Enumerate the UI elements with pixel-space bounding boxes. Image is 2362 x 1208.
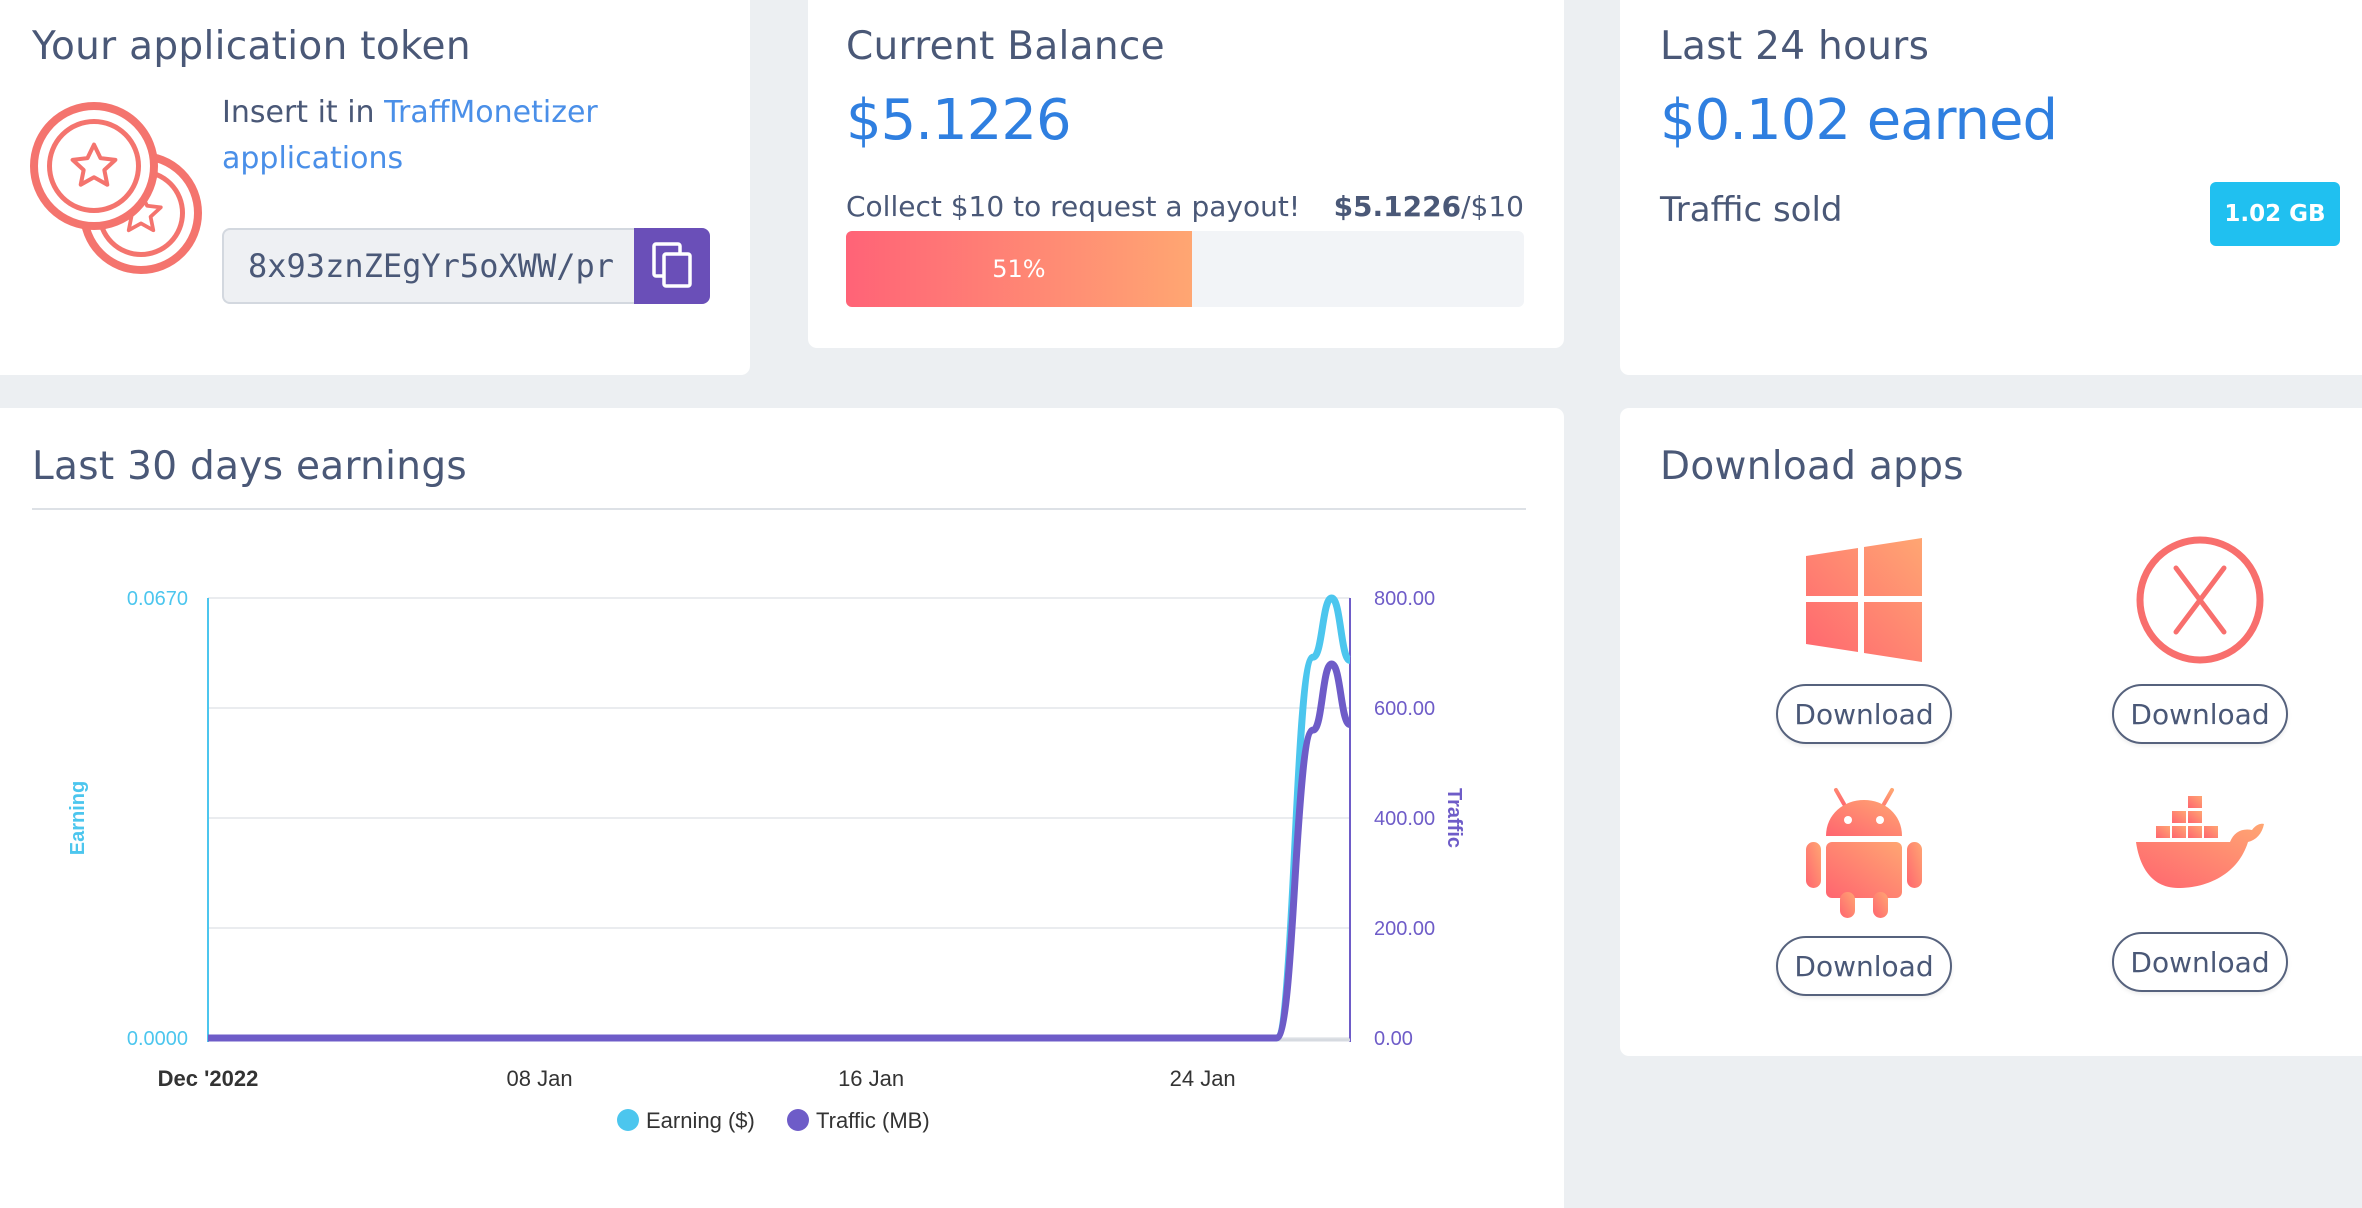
android-icon: [1806, 788, 1922, 918]
earnings-card-title: Last 30 days earnings: [32, 444, 467, 489]
payout-progress-bar: 51%: [846, 231, 1524, 307]
legend-label-earning: Earning ($): [646, 1108, 755, 1133]
current-balance-value: $5.1226: [846, 88, 1072, 153]
right-axis-title: Traffic: [1443, 788, 1465, 848]
right-axis-tick: 600.00: [1374, 698, 1435, 720]
token-input[interactable]: 8x93znZEgYr5oXWW/pr: [222, 228, 634, 304]
download-docker-button[interactable]: Download: [2112, 932, 2288, 992]
token-card-title: Your application token: [32, 24, 471, 69]
payout-progress-fill: 51%: [846, 231, 1192, 307]
download-item-windows: Download: [1744, 534, 1984, 744]
collect-current: $5.1226: [1333, 190, 1462, 223]
token-card: Your application token Insert it in Traf…: [0, 0, 750, 375]
right-axis-tick: 800.00: [1374, 588, 1435, 610]
last-24-hours-card: Last 24 hours $0.102 earned Traffic sold…: [1620, 0, 2362, 375]
x-axis-tick: 16 Jan: [838, 1066, 904, 1091]
copy-token-button[interactable]: [634, 228, 710, 304]
download-apps-card: Download apps Download Download: [1620, 408, 2362, 1056]
right-axis-tick: 0.00: [1374, 1028, 1413, 1050]
download-item-macos: Download: [2080, 534, 2320, 744]
traffmonetizer-apps-link[interactable]: TraffMonetizer applications: [222, 95, 598, 176]
balance-card: Current Balance $5.1226 Collect $10 to r…: [808, 0, 1564, 348]
left-axis-tick: 0.0670: [127, 588, 188, 610]
download-macos-button[interactable]: Download: [2112, 684, 2288, 744]
right-axis-tick: 400.00: [1374, 808, 1435, 830]
download-android-button[interactable]: Download: [1776, 936, 1952, 996]
title-divider: [32, 508, 1526, 510]
collect-target: /$10: [1461, 190, 1524, 223]
left-axis-tick: 0.0000: [127, 1028, 188, 1050]
right-axis-tick: 200.00: [1374, 918, 1435, 940]
download-item-android: Download: [1744, 784, 1984, 996]
payout-instruction: Collect $10 to request a payout!: [846, 190, 1301, 223]
windows-icon: [1806, 538, 1922, 662]
traffic-sold-badge: 1.02 GB: [2210, 182, 2340, 246]
download-apps-title: Download apps: [1660, 444, 1964, 489]
x-axis-tick: Dec '2022: [158, 1066, 259, 1091]
download-windows-button[interactable]: Download: [1776, 684, 1952, 744]
legend-marker-traffic: [787, 1109, 809, 1131]
copy-icon: [652, 242, 692, 288]
balance-card-title: Current Balance: [846, 24, 1165, 69]
traffic-sold-label: Traffic sold: [1660, 190, 1843, 230]
x-axis-tick: 24 Jan: [1170, 1066, 1236, 1091]
earned-24h-value: $0.102 earned: [1660, 88, 2058, 153]
insert-prefix: Insert it in: [222, 95, 385, 130]
legend-marker-earning: [617, 1109, 639, 1131]
earnings-chart-card: Last 30 days earnings 800.00 600.00 400.00…: [0, 408, 1564, 1208]
legend-label-traffic: Traffic (MB): [816, 1108, 930, 1133]
traffic-series-line: [208, 660, 1354, 1042]
payout-progress-text: $5.1226/$10: [1334, 190, 1524, 223]
left-axis-title: Earning: [67, 781, 89, 855]
last-24-hours-title: Last 24 hours: [1660, 24, 1930, 69]
download-item-docker: Download: [2080, 784, 2320, 992]
docker-icon: [2136, 796, 2264, 888]
coins-icon: [30, 102, 210, 282]
macos-icon: [2136, 536, 2264, 664]
insert-instructions: Insert it in TraffMonetizer applications: [222, 90, 642, 182]
x-axis-tick: 08 Jan: [507, 1066, 573, 1091]
earnings-chart: 800.00 600.00 400.00 200.00 0.00 0.0670 0.0000…: [67, 588, 1465, 1133]
